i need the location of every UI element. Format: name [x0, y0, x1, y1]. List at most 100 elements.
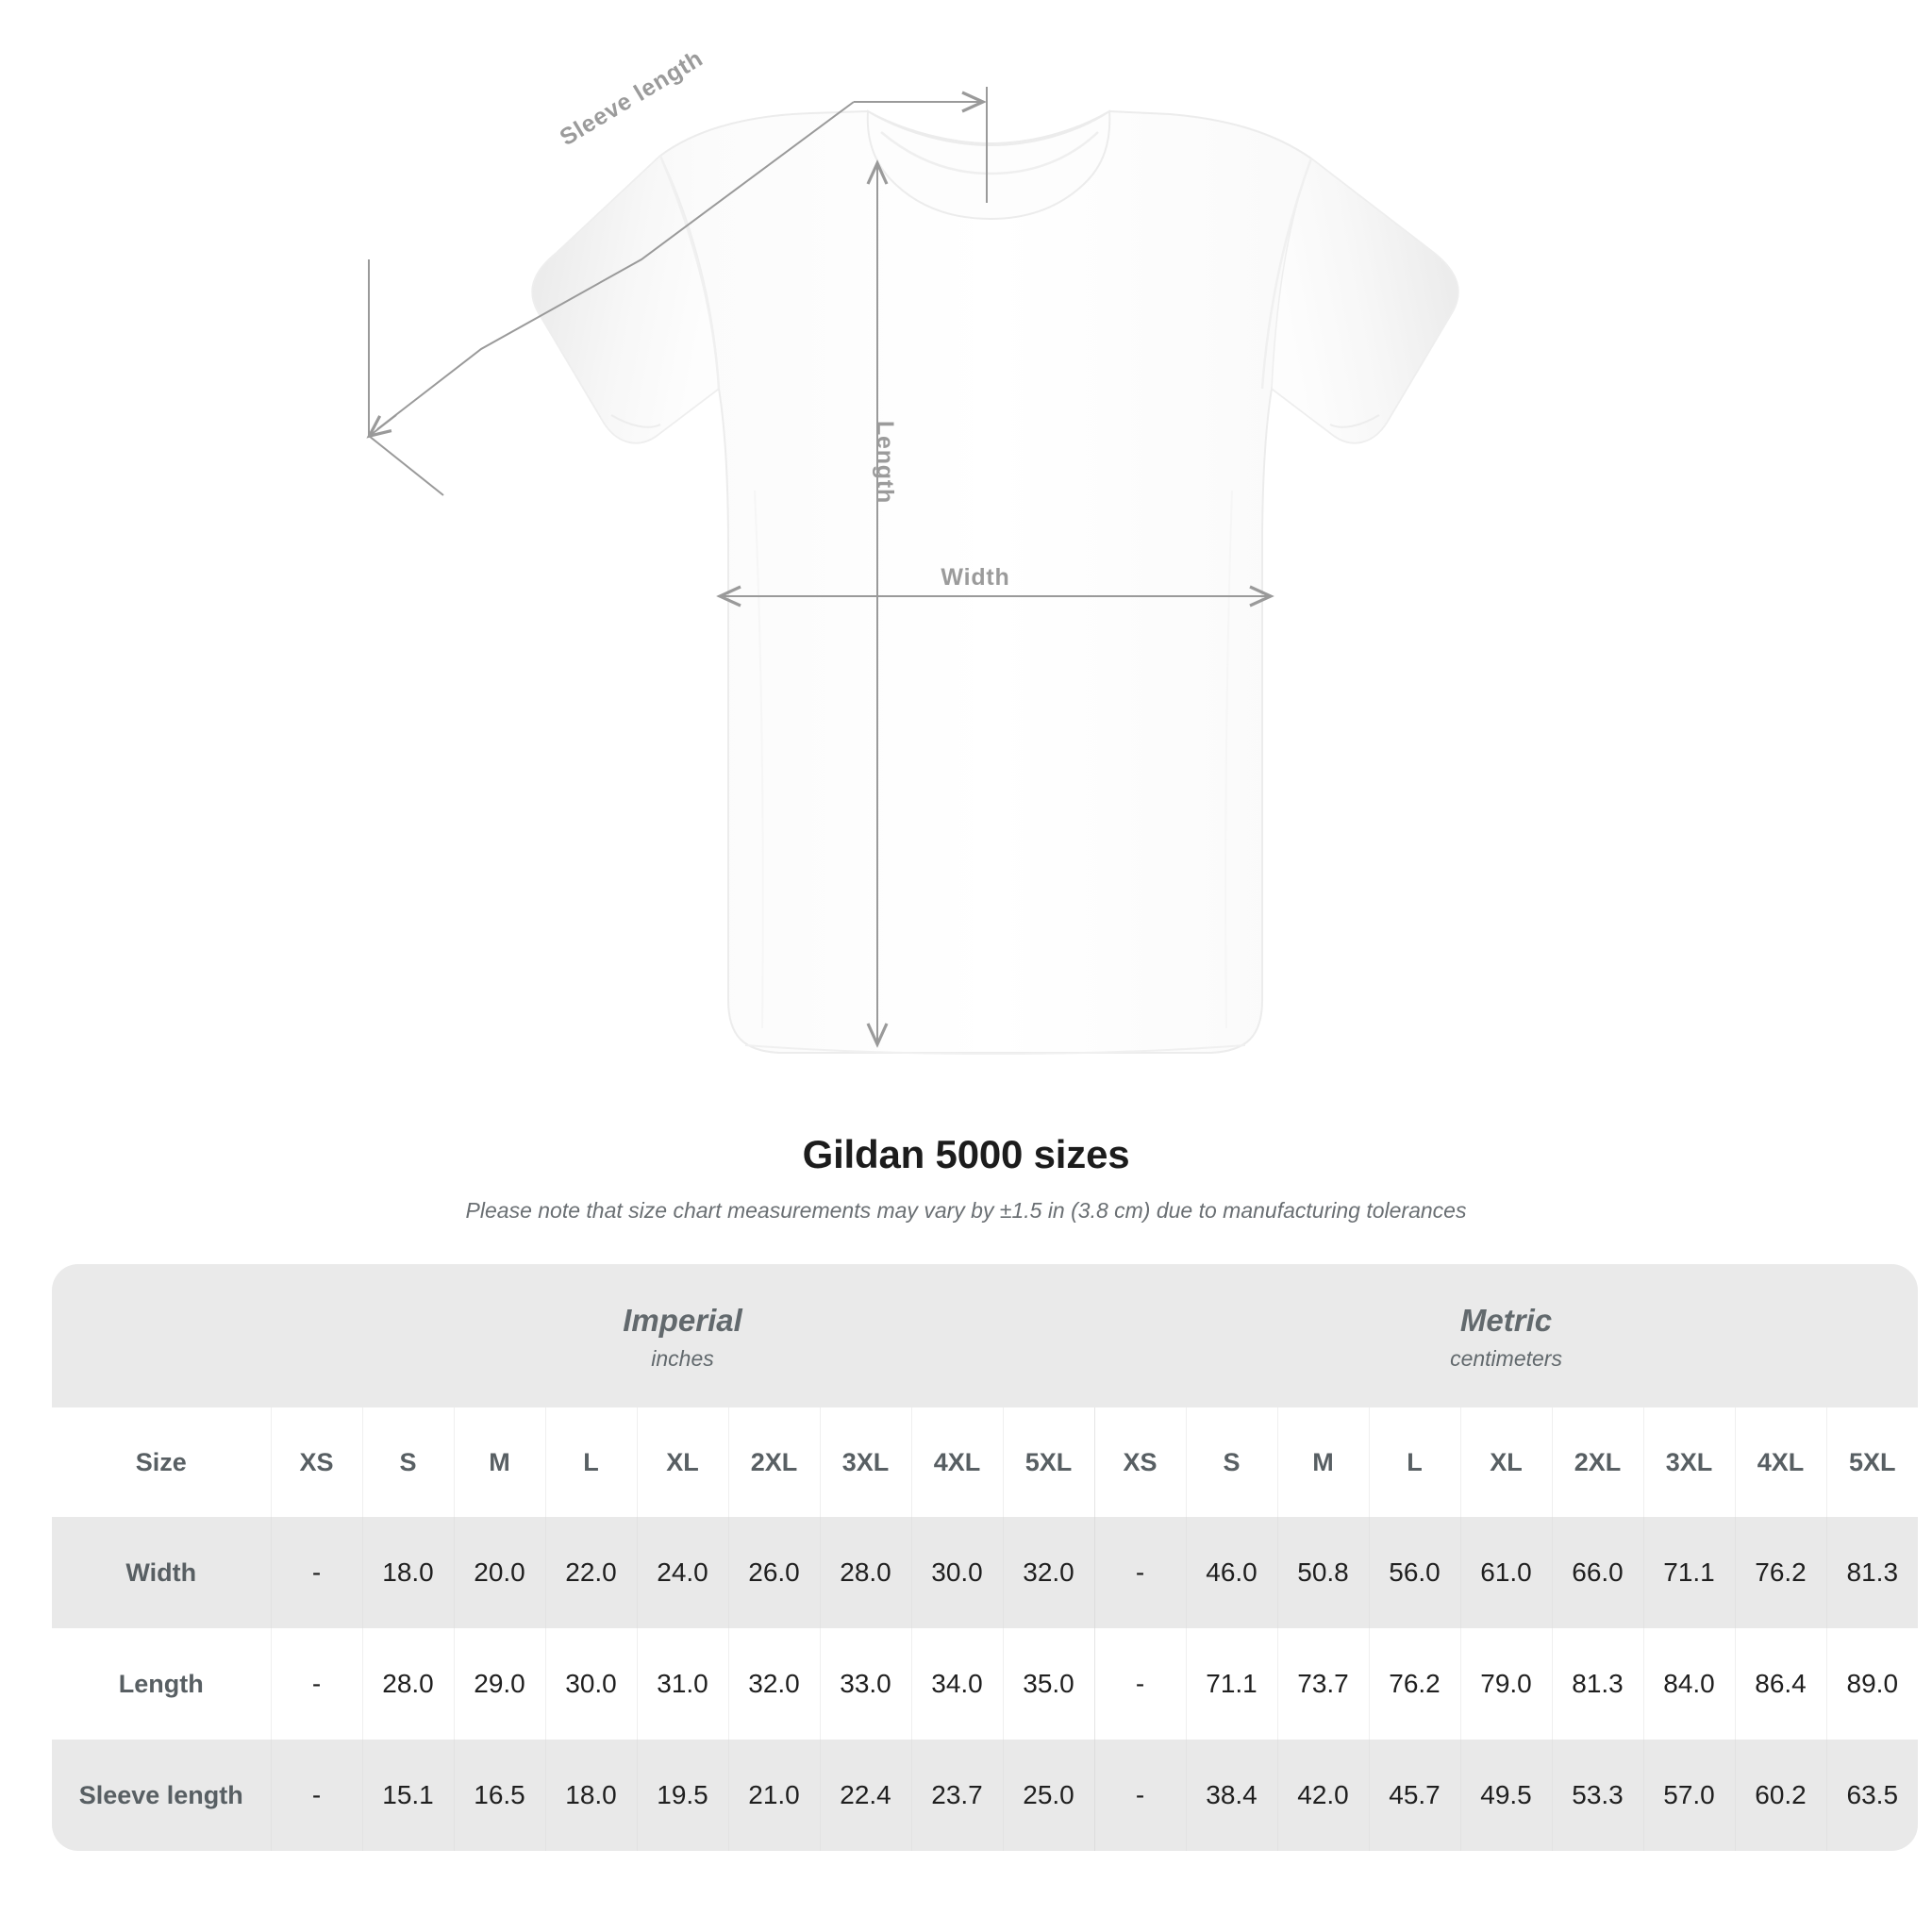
cell-sleeve-imperial-xl: 19.5 [636, 1740, 728, 1851]
size-header-label: Size [52, 1407, 271, 1517]
cell-sleeve-metric-3xl: 57.0 [1642, 1740, 1735, 1851]
cell-sleeve-imperial-5xl: 25.0 [1002, 1740, 1094, 1851]
cell-sleeve-imperial-l: 18.0 [544, 1740, 637, 1851]
cell-sleeve-imperial-xs: - [270, 1740, 362, 1851]
size-header-metric-4xl: 4XL [1734, 1407, 1826, 1517]
width-guide: Width [716, 564, 1274, 608]
length-label: Length [872, 421, 898, 504]
cell-sleeve-imperial-s: 15.1 [361, 1740, 454, 1851]
size-header-metric-l: L [1368, 1407, 1460, 1517]
unit-name-imperial: Imperial [623, 1302, 742, 1338]
size-header-row: Size XS S M L XL 2XL 3XL 4XL 5XL XS S M … [52, 1407, 1919, 1517]
cell-width-imperial-s: 18.0 [361, 1517, 454, 1628]
size-header-imperial-m: M [453, 1407, 545, 1517]
tshirt-graphic [531, 109, 1459, 1055]
size-header-imperial-xs: XS [270, 1407, 362, 1517]
cell-sleeve-metric-xl: 49.5 [1459, 1740, 1552, 1851]
cell-width-imperial-m: 20.0 [453, 1517, 545, 1628]
size-table-container: Imperial inches Metric centimeters Size … [52, 1264, 1919, 1851]
tshirt-illustration: Sleeve length Length Width [366, 45, 1459, 1055]
unit-banner-row: Imperial inches Metric centimeters [52, 1264, 1919, 1407]
size-header-metric-xl: XL [1459, 1407, 1552, 1517]
cell-length-imperial-s: 28.0 [361, 1628, 454, 1740]
cell-width-metric-5xl: 81.3 [1825, 1517, 1919, 1628]
cell-width-imperial-xs: - [270, 1517, 362, 1628]
page-title: Gildan 5000 sizes [802, 1132, 1130, 1176]
cell-length-imperial-xl: 31.0 [636, 1628, 728, 1740]
cell-sleeve-metric-4xl: 60.2 [1734, 1740, 1826, 1851]
cell-length-metric-m: 73.7 [1276, 1628, 1369, 1740]
size-header-imperial-s: S [361, 1407, 454, 1517]
cell-length-metric-3xl: 84.0 [1642, 1628, 1735, 1740]
cell-width-metric-2xl: 66.0 [1551, 1517, 1643, 1628]
size-header-imperial-xl: XL [636, 1407, 728, 1517]
cell-width-metric-m: 50.8 [1276, 1517, 1369, 1628]
unit-name-metric: Metric [1459, 1302, 1553, 1338]
cell-length-metric-4xl: 86.4 [1734, 1628, 1826, 1740]
cell-length-metric-s: 71.1 [1185, 1628, 1277, 1740]
cell-width-metric-xs: - [1093, 1517, 1186, 1628]
size-table: Imperial inches Metric centimeters Size … [52, 1264, 1919, 1851]
cell-length-imperial-xs: - [270, 1628, 362, 1740]
size-header-metric-m: M [1276, 1407, 1369, 1517]
cell-sleeve-metric-5xl: 63.5 [1825, 1740, 1919, 1851]
cell-width-metric-s: 46.0 [1185, 1517, 1277, 1628]
cell-width-metric-4xl: 76.2 [1734, 1517, 1826, 1628]
size-header-imperial-2xl: 2XL [727, 1407, 820, 1517]
cell-length-imperial-5xl: 35.0 [1002, 1628, 1094, 1740]
cell-length-metric-5xl: 89.0 [1825, 1628, 1919, 1740]
cell-width-imperial-5xl: 32.0 [1002, 1517, 1094, 1628]
size-header-metric-3xl: 3XL [1642, 1407, 1735, 1517]
cell-sleeve-metric-l: 45.7 [1368, 1740, 1460, 1851]
cell-sleeve-metric-xs: - [1093, 1740, 1186, 1851]
cell-sleeve-metric-2xl: 53.3 [1551, 1740, 1643, 1851]
size-header-imperial-4xl: 4XL [910, 1407, 1003, 1517]
cell-length-imperial-m: 29.0 [453, 1628, 545, 1740]
size-header-metric-xs: XS [1093, 1407, 1186, 1517]
cell-width-imperial-4xl: 30.0 [910, 1517, 1003, 1628]
unit-banner-imperial: Imperial inches [271, 1264, 1094, 1407]
cell-length-imperial-l: 30.0 [544, 1628, 637, 1740]
unit-sub-metric: centimeters [1450, 1345, 1562, 1371]
cell-sleeve-imperial-3xl: 22.4 [819, 1740, 911, 1851]
size-header-metric-5xl: 5XL [1825, 1407, 1919, 1517]
table-row-sleeve-length: Sleeve length - 15.1 16.5 18.0 19.5 21.0… [52, 1740, 1919, 1851]
cell-length-metric-l: 76.2 [1368, 1628, 1460, 1740]
row-label-width: Width [52, 1517, 271, 1628]
unit-banner-spacer [52, 1264, 271, 1407]
tolerance-note: Please note that size chart measurements… [465, 1197, 1467, 1223]
unit-sub-imperial: inches [651, 1345, 714, 1371]
cell-length-metric-2xl: 81.3 [1551, 1628, 1643, 1740]
size-header-imperial-l: L [544, 1407, 637, 1517]
unit-banner-metric: Metric centimeters [1094, 1264, 1919, 1407]
row-label-length: Length [52, 1628, 271, 1740]
cell-width-metric-l: 56.0 [1368, 1517, 1460, 1628]
cell-width-metric-3xl: 71.1 [1642, 1517, 1735, 1628]
cell-length-imperial-2xl: 32.0 [727, 1628, 820, 1740]
sleeve-length-label: Sleeve length [556, 45, 708, 151]
cell-width-imperial-xl: 24.0 [636, 1517, 728, 1628]
cell-length-metric-xs: - [1093, 1628, 1186, 1740]
cell-length-metric-xl: 79.0 [1459, 1628, 1552, 1740]
size-header-imperial-5xl: 5XL [1002, 1407, 1094, 1517]
size-header-metric-s: S [1185, 1407, 1277, 1517]
cell-length-imperial-3xl: 33.0 [819, 1628, 911, 1740]
width-label: Width [941, 564, 1009, 591]
table-row-length: Length - 28.0 29.0 30.0 31.0 32.0 33.0 3… [52, 1628, 1919, 1740]
cell-sleeve-imperial-4xl: 23.7 [910, 1740, 1003, 1851]
cell-width-metric-xl: 61.0 [1459, 1517, 1552, 1628]
cell-width-imperial-2xl: 26.0 [727, 1517, 820, 1628]
cell-sleeve-imperial-m: 16.5 [453, 1740, 545, 1851]
cell-width-imperial-l: 22.0 [544, 1517, 637, 1628]
size-header-imperial-3xl: 3XL [819, 1407, 911, 1517]
row-label-sleeve-length: Sleeve length [52, 1740, 271, 1851]
cell-width-imperial-3xl: 28.0 [819, 1517, 911, 1628]
cell-sleeve-imperial-2xl: 21.0 [727, 1740, 820, 1851]
table-row-width: Width - 18.0 20.0 22.0 24.0 26.0 28.0 30… [52, 1517, 1919, 1628]
cell-length-imperial-4xl: 34.0 [910, 1628, 1003, 1740]
chart-heading: Gildan 5000 sizes Please note that size … [0, 1130, 1932, 1224]
cell-sleeve-metric-s: 38.4 [1185, 1740, 1277, 1851]
size-header-metric-2xl: 2XL [1551, 1407, 1643, 1517]
cell-sleeve-metric-m: 42.0 [1276, 1740, 1369, 1851]
